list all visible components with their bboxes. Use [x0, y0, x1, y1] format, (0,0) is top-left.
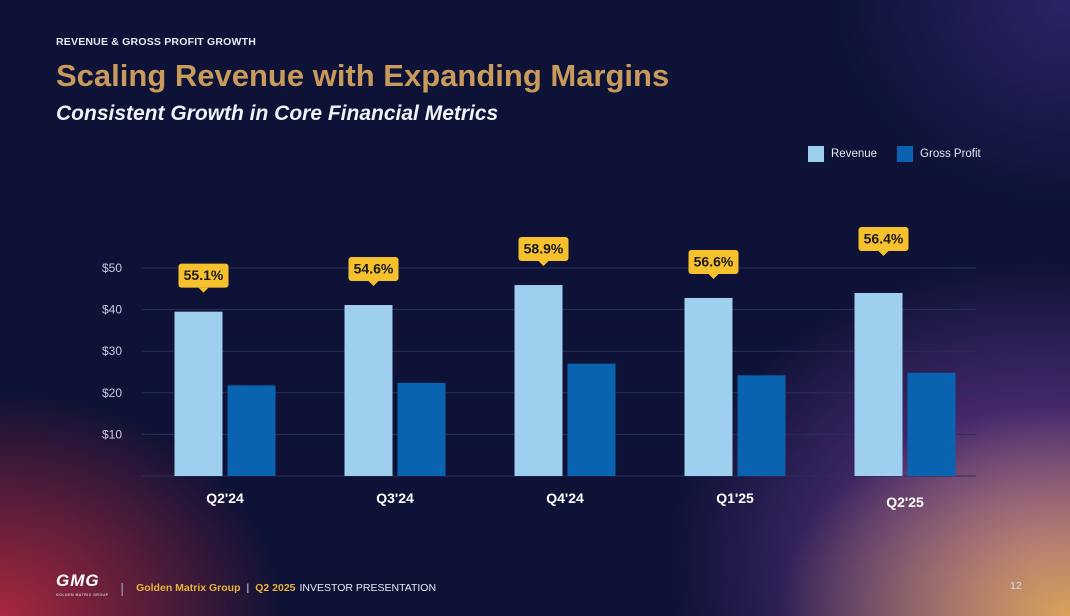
x-tick-label: Q1'25 [716, 490, 754, 506]
footer-divider: | [120, 580, 125, 596]
footer-pipe: | [246, 582, 250, 594]
legend-label-gross-profit: Gross Profit [920, 148, 981, 160]
margin-badge-label: 54.6% [354, 261, 394, 277]
logo-text: GMG [56, 571, 100, 590]
x-tick-label: Q2'25 [886, 494, 924, 510]
legend-swatch-revenue [808, 146, 824, 162]
margin-badge-label: 58.9% [524, 241, 564, 257]
footer-presentation: INVESTOR PRESENTATION [299, 582, 437, 594]
margin-badge [178, 263, 229, 288]
margin-badge-pointer [878, 250, 889, 256]
page-number: 12 [1010, 580, 1022, 592]
logo-subtext: GOLDEN MATRIX GROUP [56, 593, 109, 597]
x-tick-label: Q4'24 [546, 490, 584, 506]
margin-badge-pointer [368, 281, 379, 287]
bar-revenue [344, 305, 393, 476]
y-tick-label: $10 [102, 427, 122, 441]
bar-gross-profit [227, 385, 276, 476]
margin-badge-label: 55.1% [184, 267, 224, 283]
margin-badge-pointer [538, 261, 549, 267]
margin-badge-pointer [708, 273, 719, 279]
margin-badge [688, 249, 739, 274]
x-tick-label: Q2'24 [206, 490, 244, 506]
bar-gross-profit [397, 382, 446, 476]
margin-badge [348, 257, 399, 282]
margin-badge-pointer [198, 287, 209, 293]
legend-item-revenue: Revenue [808, 146, 877, 162]
bar-revenue [854, 292, 903, 476]
footer-quarter: Q2 2025 [255, 582, 296, 594]
margin-badge [858, 226, 909, 251]
y-tick-label: $40 [102, 303, 122, 317]
footer: GMG GOLDEN MATRIX GROUP | Golden Matrix … [56, 571, 437, 602]
legend-swatch-gross-profit [897, 146, 914, 162]
margin-badge [518, 237, 569, 262]
bar-gross-profit [567, 363, 616, 476]
page-subtitle: Consistent Growth in Core Financial Metr… [56, 102, 499, 125]
chart-legend: Revenue Gross Profit [808, 146, 981, 162]
section-eyebrow: REVENUE & GROSS PROFIT GROWTH [56, 36, 257, 48]
gmg-logo: GMG GOLDEN MATRIX GROUP [56, 571, 109, 602]
bar-revenue [684, 297, 733, 476]
bar-revenue [514, 285, 563, 476]
bar-revenue [174, 311, 223, 476]
margin-badge-label: 56.6% [694, 253, 734, 269]
legend-item-gross-profit: Gross Profit [897, 146, 981, 162]
footer-company: Golden Matrix Group [136, 582, 241, 594]
legend-label-revenue: Revenue [831, 148, 878, 160]
x-tick-label: Q3'24 [376, 490, 414, 506]
y-tick-label: $50 [102, 261, 122, 275]
page-title: Scaling Revenue with Expanding Margins [56, 58, 670, 93]
bar-gross-profit [907, 372, 956, 476]
bar-gross-profit [737, 375, 786, 476]
margin-badge-label: 56.4% [864, 230, 904, 246]
y-tick-label: $20 [102, 386, 122, 400]
y-tick-label: $30 [102, 344, 122, 358]
